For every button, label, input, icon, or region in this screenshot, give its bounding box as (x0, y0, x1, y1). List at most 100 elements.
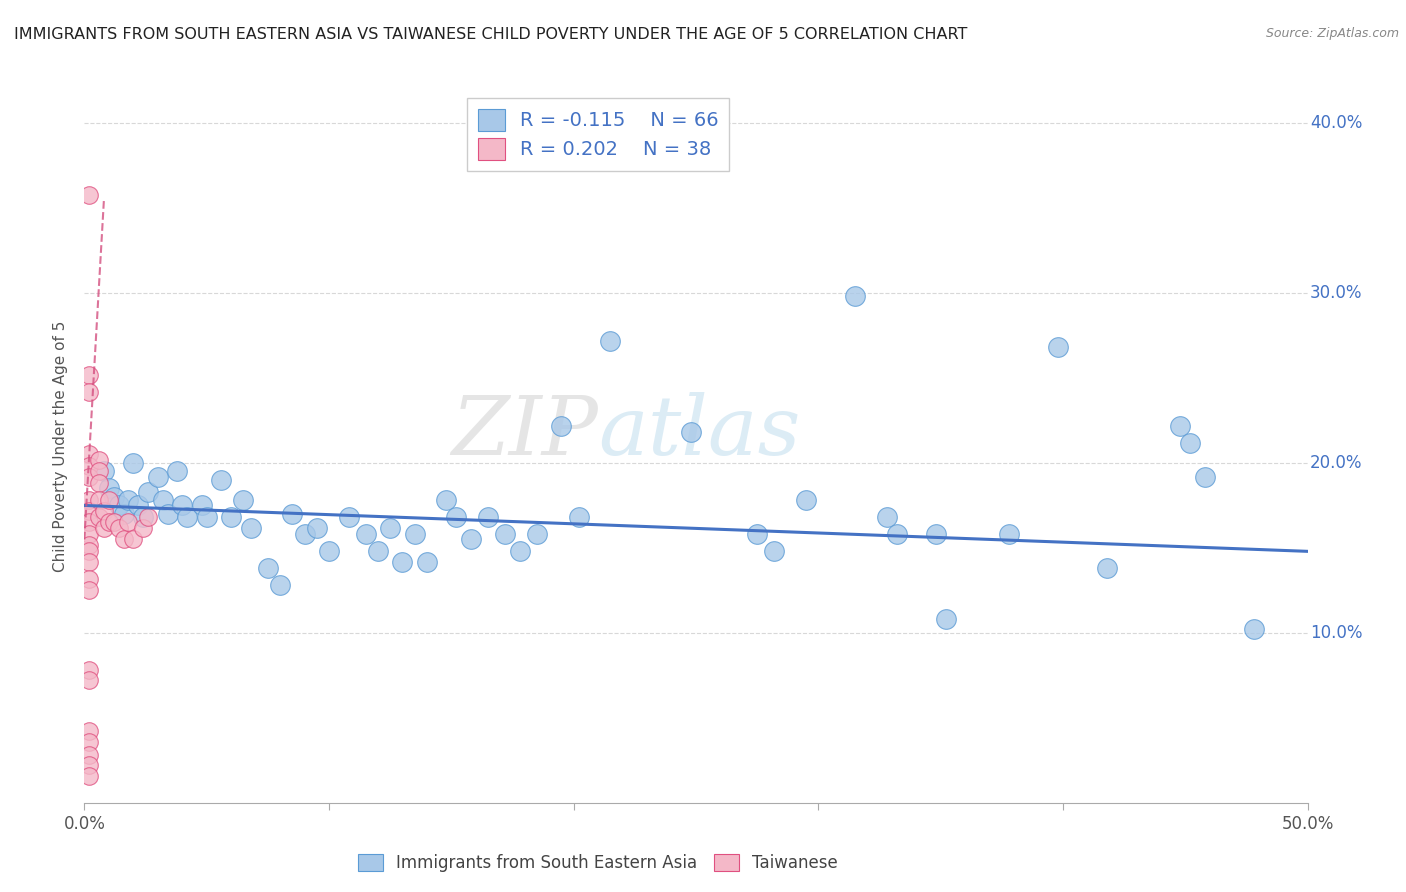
Point (1095, 561, 1118, 575)
Point (87, 510, 110, 524)
Point (380, 520, 402, 534)
Point (132, 520, 155, 534)
Legend: Immigrants from South Eastern Asia, Taiwanese: Immigrants from South Eastern Asia, Taiw… (350, 846, 846, 880)
Point (1243, 623, 1265, 637)
Point (77, 734, 100, 748)
Point (77, 724, 100, 739)
Point (391, 555, 413, 569)
Point (509, 544, 531, 558)
Point (77, 493, 100, 508)
Point (337, 510, 360, 524)
Point (77, 469, 100, 483)
Point (103, 490, 125, 504)
Text: Source: ZipAtlas.com: Source: ZipAtlas.com (1265, 27, 1399, 40)
Point (367, 544, 389, 558)
Point (416, 555, 439, 569)
Point (354, 527, 377, 541)
Point (87, 476, 110, 491)
Point (103, 516, 125, 530)
Point (77, 368, 100, 382)
Point (191, 499, 214, 513)
Point (77, 583, 100, 598)
Point (156, 507, 179, 521)
Point (166, 465, 188, 479)
Point (97, 482, 120, 496)
Point (172, 499, 194, 513)
Point (550, 418, 572, 433)
Point (117, 493, 139, 508)
Point (97, 493, 120, 508)
Point (132, 510, 155, 524)
Point (93, 520, 115, 534)
Point (219, 510, 242, 524)
Point (77, 459, 100, 474)
Point (794, 493, 817, 508)
Point (117, 516, 139, 530)
Point (998, 527, 1021, 541)
Point (934, 612, 956, 626)
Point (294, 527, 316, 541)
Point (93, 465, 115, 479)
Text: 10.0%: 10.0% (1310, 624, 1362, 642)
Point (136, 484, 159, 499)
Point (844, 289, 866, 303)
Point (122, 456, 145, 470)
Point (136, 510, 159, 524)
Point (460, 533, 482, 547)
Point (112, 533, 135, 547)
Point (1178, 435, 1201, 450)
Point (87, 493, 110, 508)
Point (77, 544, 100, 558)
Point (146, 469, 169, 483)
Point (87, 452, 110, 467)
Point (112, 507, 135, 521)
Point (281, 507, 304, 521)
Point (195, 510, 218, 524)
Point (305, 520, 328, 534)
Point (122, 533, 145, 547)
Point (77, 384, 100, 399)
Point (404, 527, 426, 541)
Text: 20.0%: 20.0% (1310, 454, 1362, 472)
Point (526, 527, 548, 541)
Point (567, 510, 589, 524)
Point (477, 510, 499, 524)
Point (77, 448, 100, 462)
Point (87, 465, 110, 479)
Point (152, 493, 174, 508)
Point (318, 544, 340, 558)
Point (107, 520, 129, 534)
Point (77, 187, 100, 202)
Point (1194, 469, 1216, 483)
Point (444, 510, 467, 524)
Point (1170, 418, 1192, 433)
Point (107, 499, 129, 513)
Text: IMMIGRANTS FROM SOUTH EASTERN ASIA VS TAIWANESE CHILD POVERTY UNDER THE AGE OF 5: IMMIGRANTS FROM SOUTH EASTERN ASIA VS TA… (14, 27, 967, 42)
Text: atlas: atlas (598, 392, 800, 472)
Point (77, 516, 100, 530)
Point (925, 527, 948, 541)
Point (77, 503, 100, 517)
Point (77, 748, 100, 763)
Point (77, 758, 100, 772)
Point (1047, 341, 1070, 355)
Point (269, 578, 291, 592)
Point (886, 527, 908, 541)
Point (77, 537, 100, 551)
Point (876, 510, 898, 524)
Point (599, 334, 621, 348)
Point (93, 503, 115, 517)
Point (77, 527, 100, 541)
Point (209, 473, 232, 487)
Point (494, 527, 516, 541)
Text: 40.0%: 40.0% (1310, 114, 1362, 132)
Point (77, 663, 100, 677)
Point (747, 527, 769, 541)
Point (77, 555, 100, 569)
Point (77, 673, 100, 688)
Point (239, 520, 262, 534)
Text: 30.0%: 30.0% (1310, 284, 1362, 302)
Point (176, 510, 198, 524)
Point (257, 561, 280, 575)
Point (681, 425, 703, 440)
